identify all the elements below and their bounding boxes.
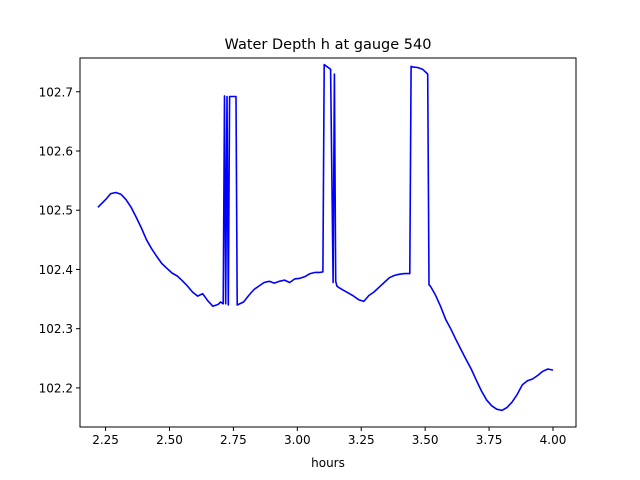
x-tick-label: 3.25 [348,433,375,447]
y-axis: 102.2 102.3 102.4 102.5 102.6 102.7 [39,85,80,395]
y-tick-label: 102.5 [39,204,73,218]
chart-title: Water Depth h at gauge 540 [225,37,432,53]
y-tick-label: 102.4 [39,263,73,277]
x-tick-label: 2.75 [220,433,247,447]
x-tick-label: 2.25 [92,433,119,447]
y-tick-label: 102.6 [39,144,73,158]
x-tick-label: 3.50 [412,433,439,447]
x-axis: 2.25 2.50 2.75 3.00 3.25 3.50 3.75 4.00 [92,427,566,447]
x-tick-label: 3.00 [284,433,311,447]
x-tick-label: 4.00 [540,433,567,447]
x-tick-label: 3.75 [476,433,503,447]
series-line [97,63,554,412]
x-axis-label: hours [311,456,345,470]
x-tick-label: 2.50 [156,433,183,447]
y-tick-label: 102.3 [39,322,73,336]
y-tick-label: 102.2 [39,381,73,395]
plot-area-frame [79,57,577,428]
y-tick-label: 102.7 [39,85,73,99]
